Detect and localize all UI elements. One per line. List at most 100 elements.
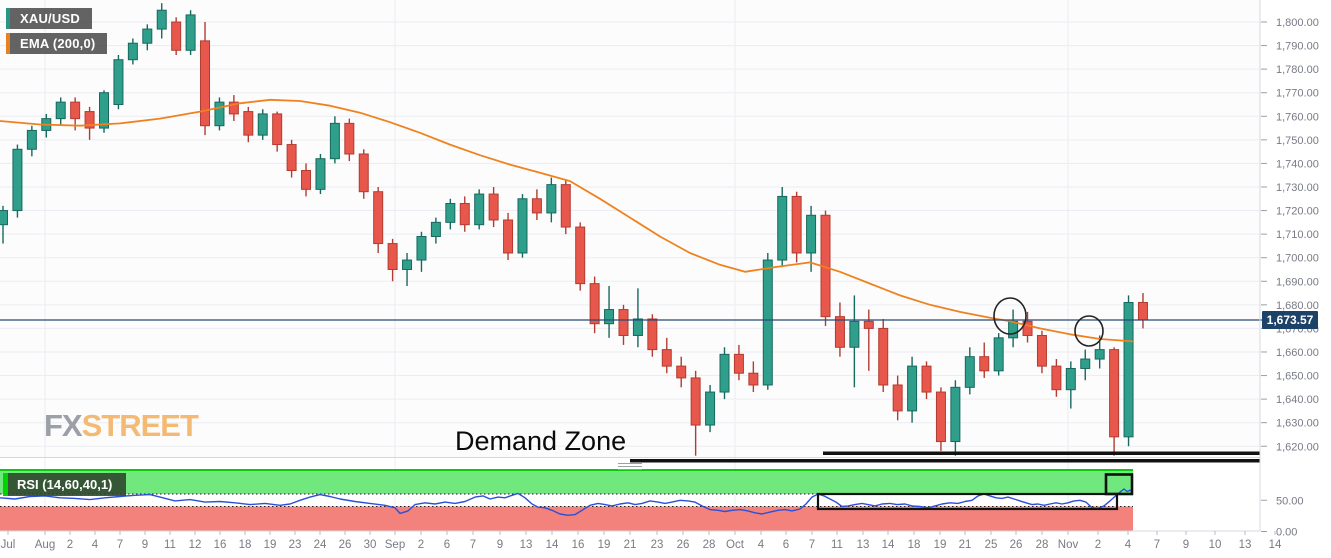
candle-body	[647, 318, 658, 351]
candle-body	[99, 92, 110, 129]
time-axis-label: 2	[1095, 539, 1101, 551]
candle-body	[214, 101, 225, 127]
candle-body	[257, 113, 268, 136]
symbol-legend-badge[interactable]: XAU/USD	[6, 8, 92, 29]
candle-body	[1080, 358, 1091, 369]
candle-body	[142, 28, 153, 44]
rsi-highlight-box	[816, 492, 1119, 511]
candle-body	[733, 353, 744, 374]
logo-fx-text: FX	[44, 408, 83, 443]
candle-body	[1137, 301, 1148, 321]
price-axis-label: 1,690.00	[1276, 276, 1319, 288]
candle-body	[156, 9, 167, 30]
candle-body	[503, 219, 514, 254]
rsi-highlight-box	[1104, 473, 1134, 496]
candle-body	[632, 318, 643, 336]
time-axis-label: 16	[572, 539, 585, 551]
candle-body	[690, 377, 701, 426]
price-axis-label: 1,680.00	[1276, 300, 1319, 312]
price-axis-label: 1,720.00	[1276, 206, 1319, 218]
candle-body	[1123, 301, 1134, 438]
price-axis-label: 1,780.00	[1276, 64, 1319, 76]
rsi-scale-label: 0.00	[1276, 527, 1297, 539]
candle-body	[661, 349, 672, 367]
candle-body	[402, 259, 413, 270]
candle-body	[12, 148, 23, 212]
time-axis-label: 13	[857, 539, 870, 551]
price-axis-label: 1,700.00	[1276, 253, 1319, 265]
time-axis-label: 24	[314, 539, 327, 551]
candle-body	[416, 235, 427, 261]
panel-divider-handle[interactable]	[618, 463, 642, 470]
price-axis-label: 1,760.00	[1276, 111, 1319, 123]
candle-body	[1008, 320, 1019, 339]
price-axis-label: 1,730.00	[1276, 182, 1319, 194]
time-axis-label: 21	[624, 539, 637, 551]
fxstreet-logo: FXSTREET	[44, 408, 199, 444]
candle-body	[1094, 349, 1105, 360]
rsi-legend-badge[interactable]: RSI (14,60,40,1)	[3, 473, 127, 496]
time-axis-label: 26	[677, 539, 690, 551]
rsi-legend-label: RSI (14,60,40,1)	[8, 473, 127, 496]
candle-body	[935, 391, 946, 443]
candle-body	[705, 391, 716, 426]
time-axis-label: 23	[289, 539, 302, 551]
rsi-overbought-zone	[0, 470, 1133, 494]
candle-body	[719, 353, 730, 393]
candle-body	[243, 111, 254, 136]
symbol-legend-label: XAU/USD	[10, 8, 92, 29]
price-axis-label: 1,740.00	[1276, 158, 1319, 170]
time-axis-label: 9	[497, 539, 503, 551]
ema-retest-circle	[993, 297, 1027, 335]
time-axis-label: 2	[67, 539, 73, 551]
time-axis-label: 21	[959, 539, 972, 551]
time-axis-label: 4	[758, 539, 765, 551]
time-axis-label: 11	[164, 539, 176, 551]
ema-accent-bar	[6, 33, 10, 54]
time-axis-label: 14	[546, 539, 559, 551]
price-axis-label: 1,790.00	[1276, 41, 1319, 53]
price-axis-label: 1,640.00	[1276, 394, 1319, 406]
time-axis-label: 13	[520, 539, 533, 551]
candle-body	[286, 144, 297, 171]
time-axis-label: 23	[651, 539, 664, 551]
candle-body	[517, 198, 528, 254]
time-axis-label: 19	[598, 539, 611, 551]
candle-body	[445, 202, 456, 223]
price-axis-label: 1,750.00	[1276, 135, 1319, 147]
candle-body	[1065, 367, 1076, 391]
candle-body	[777, 195, 788, 261]
candle-body	[1109, 349, 1120, 438]
demand-zone-label: Demand Zone	[455, 426, 627, 456]
candle-body	[430, 221, 441, 237]
candle-body	[84, 111, 95, 129]
ema-line	[0, 98, 1134, 343]
candle-body	[676, 365, 687, 379]
candle-body	[127, 42, 138, 61]
time-axis-label: 6	[783, 539, 789, 551]
time-axis-label: 28	[1036, 539, 1049, 551]
candle-body	[618, 309, 629, 336]
time-axis-label: 13	[1239, 539, 1252, 551]
candle-body	[791, 195, 802, 254]
logo-street-text: STREET	[81, 408, 199, 443]
time-axis-label: Nov	[1058, 539, 1079, 551]
candle-body	[806, 214, 817, 254]
candle-body	[863, 320, 874, 329]
time-axis-label: Oct	[726, 539, 745, 551]
candle-body	[171, 21, 182, 51]
candle-body	[228, 101, 239, 115]
time-axis-label: 10	[1209, 539, 1222, 551]
time-axis-label: 18	[908, 539, 921, 551]
ema-legend-badge[interactable]: EMA (200,0)	[6, 33, 108, 54]
candle-body	[200, 40, 211, 127]
time-axis-label: 26	[339, 539, 352, 551]
candle-body	[878, 327, 889, 386]
candle-body	[26, 129, 37, 150]
candle-body	[531, 198, 542, 214]
candle-body	[329, 122, 340, 160]
time-axis-label: 12	[189, 539, 202, 551]
time-axis-label: 7	[117, 539, 123, 551]
